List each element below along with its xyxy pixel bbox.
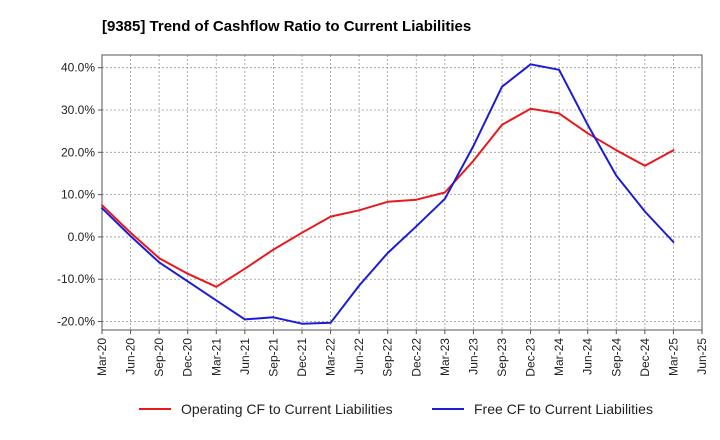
x-tick-label: Mar-22 — [324, 338, 338, 376]
x-tick-label: Jun-21 — [238, 338, 252, 375]
x-tick-label: Mar-24 — [552, 338, 566, 376]
y-axis: -20.0% -10.0% 0.0% 10.0% 20.0% 30.0% 40.0% — [57, 61, 102, 329]
plot-area — [101, 54, 703, 331]
series-line-operating-cf — [101, 107, 675, 288]
x-tick-label: Sep-23 — [495, 338, 509, 377]
y-tick-label: 20.0% — [61, 145, 95, 159]
x-tick-label: Jun-22 — [352, 338, 366, 375]
x-tick-label: Jun-20 — [124, 338, 138, 375]
x-tick-label: Sep-22 — [381, 338, 395, 377]
chart-title: [9385] Trend of Cashflow Ratio to Curren… — [102, 18, 471, 35]
y-tick-label: 0.0% — [68, 230, 96, 244]
grid-lines — [101, 55, 703, 330]
x-tick-label: Dec-22 — [409, 338, 423, 377]
x-tick-label: Sep-21 — [266, 338, 280, 377]
x-tick-label: Jun-24 — [581, 338, 595, 375]
x-tick-label: Sep-24 — [609, 338, 623, 377]
y-tick-label: 30.0% — [61, 103, 95, 117]
x-tick-label: Jun-25 — [695, 338, 709, 375]
x-tick-label: Dec-23 — [524, 338, 538, 377]
x-tick-label: Mar-25 — [666, 338, 680, 376]
x-tick-label: Sep-20 — [152, 338, 166, 377]
x-tick-label: Jun-23 — [466, 338, 480, 375]
y-tick-label: -10.0% — [57, 272, 95, 286]
legend-label: Operating CF to Current Liabilities — [181, 401, 393, 417]
x-axis: Mar-20 Jun-20 Sep-20 Dec-20 Mar-21 Jun-21 Sep-… — [95, 330, 709, 377]
y-tick-label: 10.0% — [61, 188, 95, 202]
legend-label: Free CF to Current Liabilities — [474, 401, 653, 417]
x-tick-label: Mar-23 — [438, 338, 452, 376]
series-lines — [101, 63, 675, 325]
series-line-free-cf — [101, 63, 675, 325]
legend: Operating CF to Current Liabilities Free … — [139, 401, 653, 417]
x-tick-label: Dec-21 — [295, 338, 309, 377]
x-tick-label: Mar-21 — [209, 338, 223, 376]
x-tick-label: Dec-24 — [638, 338, 652, 377]
x-tick-label: Dec-20 — [181, 338, 195, 377]
y-tick-label: -20.0% — [57, 315, 95, 329]
y-tick-label: 40.0% — [61, 61, 95, 75]
x-tick-label: Mar-20 — [95, 338, 109, 376]
